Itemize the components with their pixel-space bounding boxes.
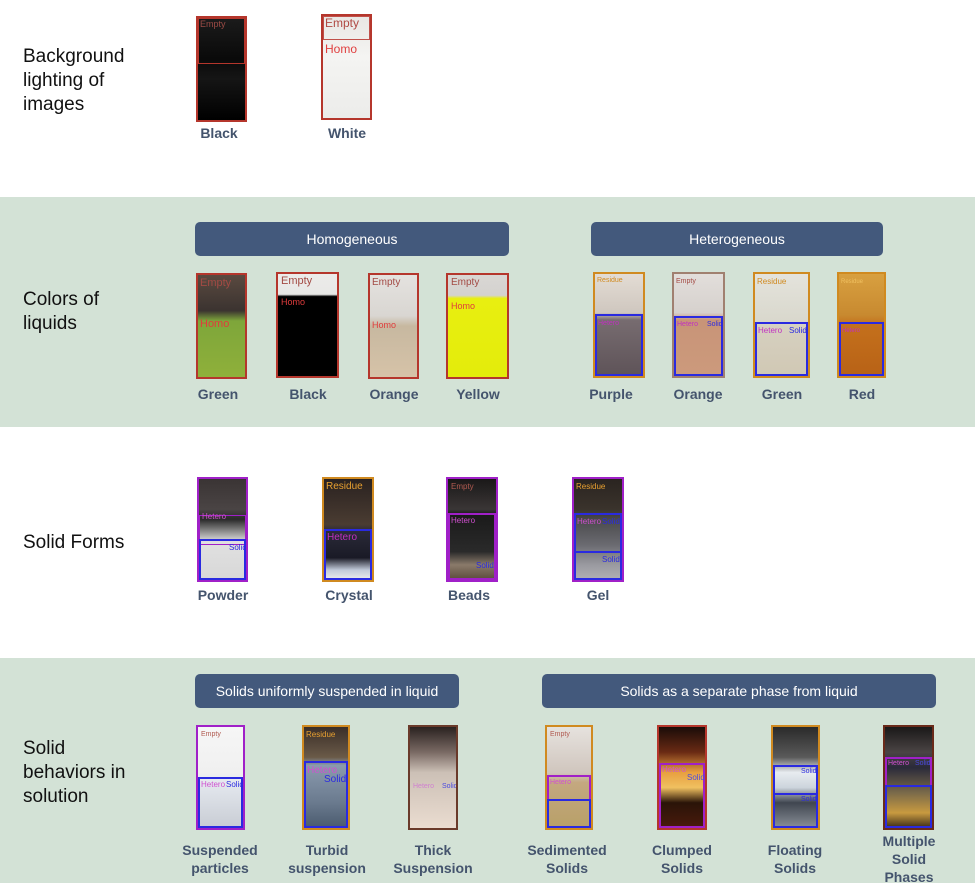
vial-image: Empty Homo: [446, 273, 509, 379]
header-uniformly-suspended: Solids uniformly suspended in liquid: [195, 674, 459, 708]
row-label-colors: Colors of liquids: [23, 289, 100, 334]
vial-label-hetero: Hetero: [413, 783, 435, 790]
vial-label-empty: Empty: [550, 731, 570, 738]
vial-label-empty: Empty: [325, 16, 360, 30]
vial-image: Hetero Solid: [883, 725, 934, 830]
vial-label-solid: Solid: [801, 768, 817, 775]
caption-crystal: Crystal: [325, 587, 373, 603]
vial-label-hetero: Hetero: [451, 516, 476, 525]
caption-clumped-solids: Clumped Solids: [652, 842, 712, 876]
vial-label-solid: Solid: [687, 773, 705, 782]
vial-label-solid: Solid: [324, 774, 347, 785]
vial-image: Residue Hetero Solid: [302, 725, 350, 830]
vial-label-hetero: Hetero: [307, 765, 338, 776]
vial-image: Hetero Solid: [657, 725, 707, 830]
vial-label-solid: Solid: [226, 780, 244, 789]
vial-label-homo: Homo: [281, 297, 306, 307]
caption-sedimented-solids: Sedimented Solids: [527, 842, 607, 876]
vial-label-hetero: Hetero: [677, 321, 699, 328]
caption-powder: Powder: [197, 587, 249, 603]
caption-thick-suspension: Thick Suspension: [393, 842, 473, 876]
vial-label-solid: Solid: [229, 543, 247, 552]
vial-image: Empty: [196, 16, 247, 122]
vial-label-homo: Homo: [451, 301, 476, 311]
vial-label-solid: Solid: [476, 561, 494, 570]
vial-image: Empty Hetero Solid: [196, 725, 245, 830]
vial-label-residue: Residue: [757, 277, 787, 286]
caption-red: Red: [848, 386, 876, 402]
vial-label-residue: Residue: [326, 481, 363, 492]
caption-gel: Gel: [586, 587, 610, 603]
row-label-behaviors: Solid behaviors in solution: [23, 738, 126, 807]
caption-turbid-suspension: Turbid suspension: [288, 842, 366, 876]
caption-green-hetero: Green: [761, 386, 803, 402]
vial-label-solid: Solid: [602, 555, 620, 564]
vial-label-residue: Residue: [841, 279, 864, 285]
vial-label-solid: Solid: [801, 796, 817, 803]
vial-label-hetero: Hetero: [577, 517, 602, 526]
vial-image: Empty Homo: [321, 14, 372, 120]
vial-label-hetero: Hetero: [662, 765, 687, 774]
vial-label-hetero: Hetero: [201, 780, 226, 789]
header-heterogeneous: Heterogeneous: [591, 222, 883, 256]
vial-image: Residue Hetero: [593, 272, 645, 378]
vial-label-empty: Empty: [676, 278, 696, 285]
vial-label-empty: Empty: [451, 277, 480, 288]
caption-yellow: Yellow: [456, 386, 500, 402]
vial-label-empty: Empty: [451, 482, 474, 491]
vial-label-empty: Empty: [200, 277, 232, 289]
vial-label-empty: Empty: [281, 275, 313, 287]
vial-label-solid: Solid: [915, 760, 931, 767]
vial-image: Residue Hetero: [837, 272, 886, 378]
vial-image: Empty Hetero Solid: [446, 477, 498, 582]
vial-label-homo: Homo: [325, 42, 358, 56]
vial-label-solid: Solid: [707, 321, 723, 328]
caption-black: Black: [289, 386, 327, 402]
vial-image: Residue Hetero Solid: [753, 272, 810, 378]
vial-label-empty: Empty: [201, 731, 221, 738]
caption-orange: Orange: [369, 386, 419, 402]
vial-label-hetero: Hetero: [888, 760, 910, 767]
vial-label-hetero: Hetero: [327, 532, 358, 543]
caption-purple: Purple: [589, 386, 633, 402]
vial-label-hetero: Hetero: [202, 512, 227, 521]
row-label-background: Background lighting of images: [23, 46, 125, 115]
vial-image: Empty Homo: [276, 272, 339, 378]
vial-label-empty: Empty: [372, 277, 401, 288]
vial-image: Residue Hetero: [322, 477, 374, 582]
vial-label-hetero: Hetero: [550, 779, 572, 786]
vial-label-residue: Residue: [576, 482, 606, 491]
vial-label-hetero: Hetero: [598, 320, 620, 327]
vial-image: Residue Hetero Solid Solid: [572, 477, 624, 582]
caption-beads: Beads: [447, 587, 491, 603]
header-separate-phase: Solids as a separate phase from liquid: [542, 674, 936, 708]
vial-label-solid: Solid: [442, 783, 458, 790]
vial-image: Hetero Solid: [408, 725, 458, 830]
vial-image: Empty Hetero Solid: [672, 272, 725, 378]
vial-image: Hetero Solid: [197, 477, 248, 582]
vial-label-residue: Residue: [306, 730, 336, 739]
caption-black-background: Black: [200, 125, 238, 141]
vial-label-homo: Homo: [372, 320, 397, 330]
vial-image: Solid Solid: [771, 725, 820, 830]
vial-label-residue: Residue: [597, 277, 623, 284]
caption-orange-hetero: Orange: [673, 386, 723, 402]
vial-label-solid: Solid: [602, 517, 620, 526]
vial-label-solid: Solid: [789, 326, 807, 335]
section-background-lighting: [0, 0, 975, 197]
vial-image: Empty Homo: [196, 273, 247, 379]
vial-label-hetero: Hetero: [842, 328, 861, 334]
caption-suspended-particles: Suspended particles: [182, 842, 258, 876]
caption-multiple-solid-phases: Multiple Solid Phases: [882, 833, 936, 885]
row-label-solid-forms: Solid Forms: [23, 532, 125, 553]
vial-label-empty: Empty: [200, 19, 226, 29]
vial-label-hetero: Hetero: [758, 326, 783, 335]
vial-image: Empty Homo: [368, 273, 419, 379]
header-homogeneous: Homogeneous: [195, 222, 509, 256]
vial-image: Empty Hetero: [545, 725, 593, 830]
vial-label-homo: Homo: [200, 318, 230, 330]
caption-white-background: White: [327, 125, 367, 141]
caption-floating-solids: Floating Solids: [767, 842, 823, 876]
caption-green: Green: [197, 386, 239, 402]
